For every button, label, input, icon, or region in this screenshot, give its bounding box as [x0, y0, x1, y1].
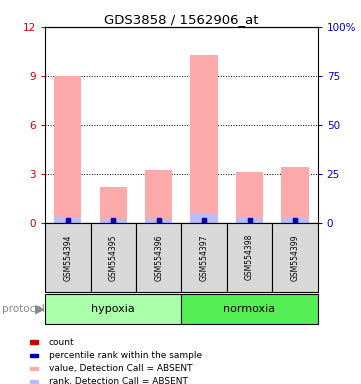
Bar: [182, 294, 318, 324]
Text: GSM554399: GSM554399: [291, 234, 300, 281]
Text: percentile rank within the sample: percentile rank within the sample: [49, 351, 202, 360]
Text: hypoxia: hypoxia: [91, 304, 135, 314]
Text: ▶: ▶: [35, 303, 44, 316]
Text: GSM554396: GSM554396: [154, 234, 163, 281]
Bar: [191, 214, 218, 223]
Bar: [30, 380, 38, 383]
Text: normoxia: normoxia: [223, 304, 275, 314]
Bar: [145, 170, 172, 223]
Bar: [136, 223, 181, 292]
Text: GSM554397: GSM554397: [200, 234, 209, 281]
Bar: [236, 218, 263, 223]
Text: protocol: protocol: [2, 304, 44, 314]
Bar: [191, 55, 218, 223]
Text: value, Detection Call = ABSENT: value, Detection Call = ABSENT: [49, 364, 192, 373]
Text: GSM554394: GSM554394: [63, 234, 72, 281]
Bar: [100, 218, 127, 223]
Bar: [45, 294, 181, 324]
Bar: [281, 218, 309, 223]
Bar: [54, 217, 82, 223]
Text: GSM554398: GSM554398: [245, 234, 254, 280]
Bar: [272, 223, 318, 292]
Bar: [54, 76, 82, 223]
Bar: [45, 223, 91, 292]
Bar: [281, 167, 309, 223]
Bar: [100, 187, 127, 223]
Bar: [182, 223, 227, 292]
Bar: [91, 223, 136, 292]
Title: GDS3858 / 1562906_at: GDS3858 / 1562906_at: [104, 13, 258, 26]
Text: count: count: [49, 338, 74, 347]
Bar: [145, 218, 172, 223]
Bar: [30, 341, 38, 344]
Bar: [30, 354, 38, 357]
Bar: [30, 367, 38, 370]
Text: rank, Detection Call = ABSENT: rank, Detection Call = ABSENT: [49, 377, 188, 384]
Bar: [227, 223, 272, 292]
Bar: [236, 172, 263, 223]
Text: GSM554395: GSM554395: [109, 234, 118, 281]
